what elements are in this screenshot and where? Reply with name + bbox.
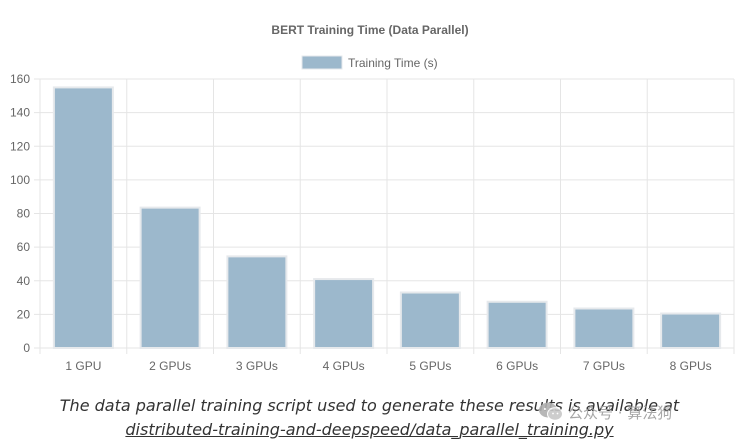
bar-5[interactable] [399, 291, 461, 349]
wechat-icon [539, 402, 563, 421]
y-tick-label: 140 [10, 106, 30, 120]
x-tick-label: 3 GPUs [236, 359, 278, 373]
y-tick-label: 20 [17, 307, 31, 321]
bar-chart: BERT Training Time (Data Parallel) Train… [10, 23, 735, 373]
watermark-text: 公众号 · 算法狗 [568, 403, 673, 422]
legend[interactable]: Training Time (s) [301, 55, 438, 70]
y-tick-label: 0 [23, 341, 30, 355]
x-tick-label: 7 GPUs [583, 359, 625, 373]
y-tick-label: 40 [17, 274, 31, 288]
chart-title: BERT Training Time (Data Parallel) [271, 23, 468, 37]
x-tick-label: 4 GPUs [323, 359, 365, 373]
caption-link[interactable]: distributed-training-and-deepspeed/data_… [125, 420, 614, 439]
x-tick-label: 6 GPUs [496, 359, 538, 373]
legend-label: Training Time (s) [348, 56, 438, 70]
bar-6[interactable] [486, 300, 548, 349]
x-axis: 1 GPU 2 GPUs 3 GPUs 4 GPUs 5 GPUs 6 GPUs 7 GPU… [65, 359, 711, 373]
y-axis: 0 20 40 60 80 100 120 140 160 [10, 72, 30, 355]
x-tick-label: 2 GPUs [149, 359, 191, 373]
bar-2[interactable] [139, 206, 201, 349]
bar-3[interactable] [226, 255, 288, 350]
bars [52, 86, 722, 350]
bar-7[interactable] [573, 307, 635, 350]
y-tick-label: 60 [17, 240, 31, 254]
y-tick-label: 120 [10, 139, 30, 153]
legend-swatch [301, 55, 343, 70]
y-tick-label: 80 [17, 207, 31, 221]
bar-4[interactable] [313, 278, 375, 350]
caption-line-1: The data parallel training script used t… [59, 396, 680, 415]
grid-lines [34, 78, 735, 354]
x-tick-label: 1 GPU [65, 359, 101, 373]
bar-1[interactable] [52, 86, 114, 349]
x-tick-label: 5 GPUs [409, 359, 451, 373]
y-tick-label: 160 [10, 72, 30, 86]
x-tick-label: 8 GPUs [670, 359, 712, 373]
bar-8[interactable] [660, 312, 722, 349]
watermark: 公众号 · 算法狗 [538, 400, 672, 424]
y-tick-label: 100 [10, 173, 30, 187]
